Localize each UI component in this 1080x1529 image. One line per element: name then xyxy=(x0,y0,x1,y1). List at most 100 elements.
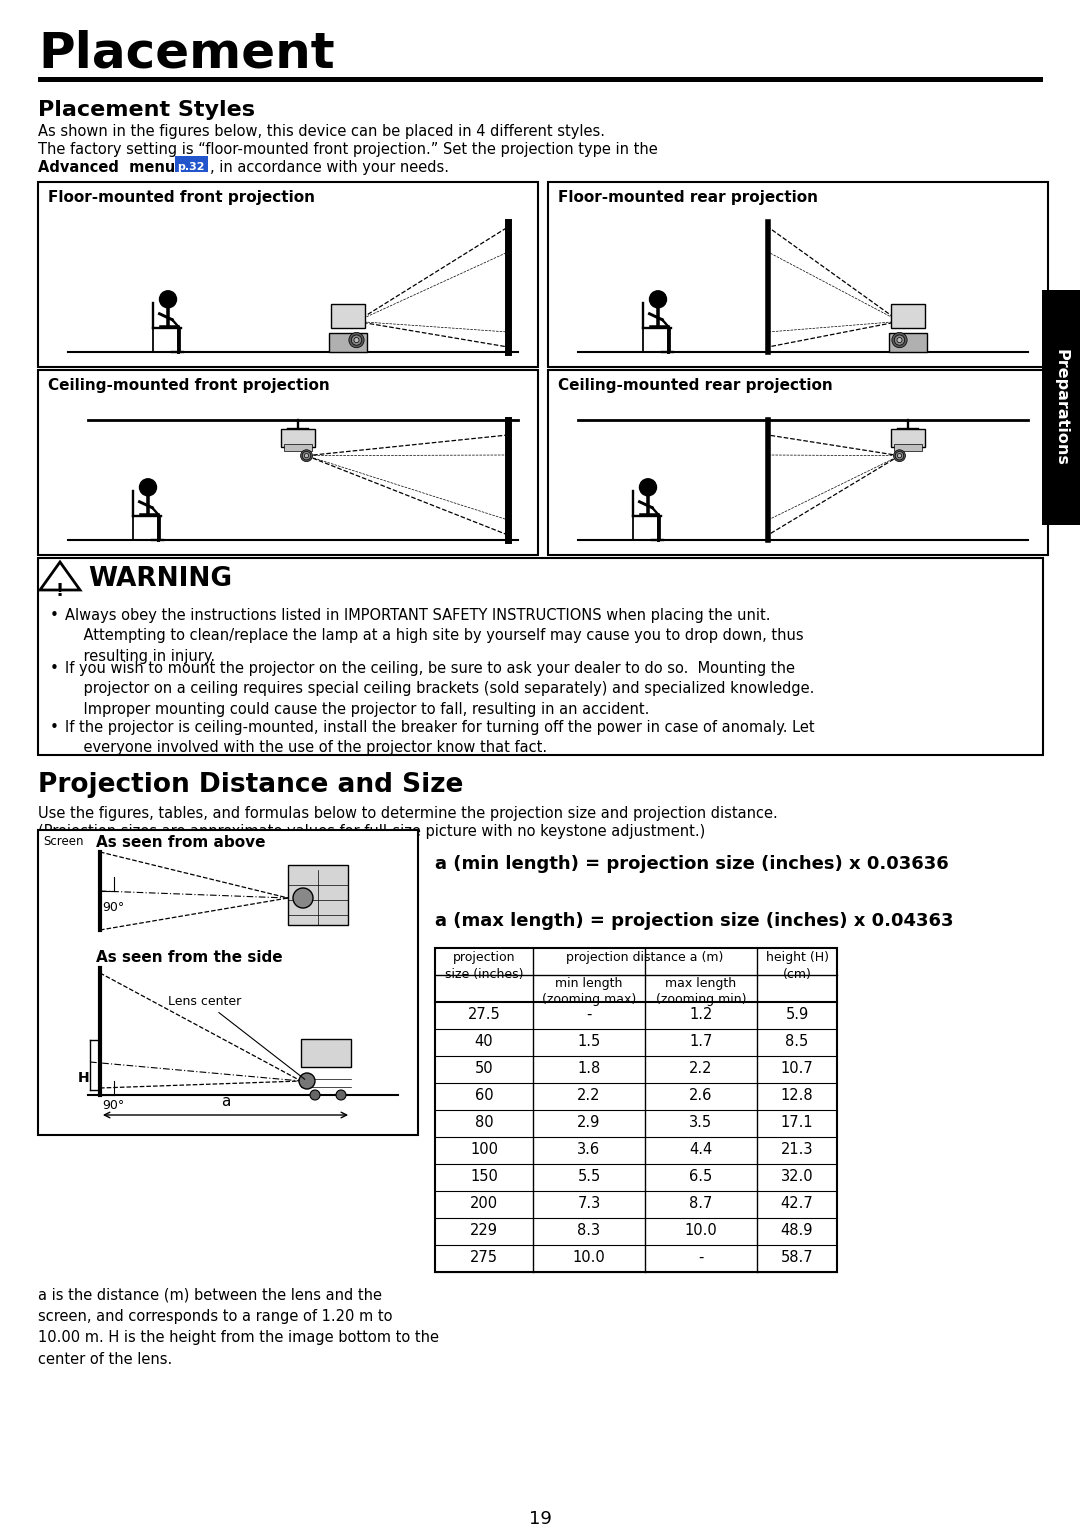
Text: 8.3: 8.3 xyxy=(578,1223,600,1238)
Text: 80: 80 xyxy=(475,1115,494,1130)
Text: 10.0: 10.0 xyxy=(685,1223,717,1238)
Circle shape xyxy=(892,332,907,347)
Text: !: ! xyxy=(56,583,64,599)
Bar xyxy=(889,333,927,352)
Text: The factory setting is “floor-mounted front projection.” Set the projection type: The factory setting is “floor-mounted fr… xyxy=(38,142,658,157)
Text: Always obey the instructions listed in IMPORTANT SAFETY INSTRUCTIONS when placin: Always obey the instructions listed in I… xyxy=(65,609,804,664)
Bar xyxy=(301,1040,351,1067)
Circle shape xyxy=(351,335,362,346)
Bar xyxy=(38,76,1043,83)
Bar xyxy=(38,558,1043,755)
Text: •: • xyxy=(50,720,59,735)
Text: 6.5: 6.5 xyxy=(689,1170,713,1183)
Text: WARNING: WARNING xyxy=(87,566,232,592)
Circle shape xyxy=(139,479,157,495)
Text: 1.8: 1.8 xyxy=(578,1061,600,1076)
Circle shape xyxy=(160,291,176,307)
Text: height (H)
(cm): height (H) (cm) xyxy=(766,951,828,982)
Text: 4.4: 4.4 xyxy=(689,1142,713,1157)
Text: 10.0: 10.0 xyxy=(572,1251,606,1264)
Text: As seen from above: As seen from above xyxy=(96,835,266,850)
Text: 21.3: 21.3 xyxy=(781,1142,813,1157)
Bar xyxy=(329,333,367,352)
Text: 90°: 90° xyxy=(102,1099,124,1112)
Circle shape xyxy=(349,332,364,347)
Text: -: - xyxy=(586,1008,592,1021)
Bar xyxy=(175,156,208,171)
Bar xyxy=(281,428,315,446)
Text: 100: 100 xyxy=(470,1142,498,1157)
Text: 2.2: 2.2 xyxy=(577,1089,600,1102)
Text: 90°: 90° xyxy=(102,901,124,914)
Text: , in accordance with your needs.: , in accordance with your needs. xyxy=(210,161,449,174)
Bar xyxy=(548,370,1048,555)
Text: Use the figures, tables, and formulas below to determine the projection size and: Use the figures, tables, and formulas be… xyxy=(38,806,778,821)
Text: 5.9: 5.9 xyxy=(785,1008,809,1021)
Text: Placement: Placement xyxy=(38,31,335,78)
Text: a (max length) = projection size (inches) x 0.04363: a (max length) = projection size (inches… xyxy=(435,911,954,930)
Circle shape xyxy=(302,451,311,460)
Bar xyxy=(891,304,924,329)
Text: 8.7: 8.7 xyxy=(689,1196,713,1211)
Text: •: • xyxy=(50,609,59,622)
Bar xyxy=(1042,291,1080,524)
Text: 42.7: 42.7 xyxy=(781,1196,813,1211)
Text: 1.2: 1.2 xyxy=(689,1008,713,1021)
Text: 40: 40 xyxy=(475,1034,494,1049)
Text: Floor-mounted front projection: Floor-mounted front projection xyxy=(48,190,315,205)
Text: 3.6: 3.6 xyxy=(578,1142,600,1157)
Bar xyxy=(288,865,348,925)
Circle shape xyxy=(649,291,666,307)
Text: Lens center: Lens center xyxy=(168,995,305,1079)
Text: a (min length) = projection size (inches) x 0.03636: a (min length) = projection size (inches… xyxy=(435,855,948,873)
Text: Ceiling-mounted front projection: Ceiling-mounted front projection xyxy=(48,378,329,393)
Bar xyxy=(891,428,924,446)
Text: H: H xyxy=(78,1070,90,1086)
Text: 10.7: 10.7 xyxy=(781,1061,813,1076)
Text: min length
(zooming max): min length (zooming max) xyxy=(542,977,636,1006)
Circle shape xyxy=(897,454,902,457)
Text: 2.6: 2.6 xyxy=(689,1089,713,1102)
Text: 32.0: 32.0 xyxy=(781,1170,813,1183)
Polygon shape xyxy=(40,563,80,590)
Circle shape xyxy=(310,1090,320,1099)
Text: p.32: p.32 xyxy=(177,162,205,171)
Text: If the projector is ceiling-mounted, install the breaker for turning off the pow: If the projector is ceiling-mounted, ins… xyxy=(65,720,814,755)
Bar xyxy=(38,182,538,367)
Text: 60: 60 xyxy=(475,1089,494,1102)
Text: 48.9: 48.9 xyxy=(781,1223,813,1238)
Text: 275: 275 xyxy=(470,1251,498,1264)
Text: max length
(zooming min): max length (zooming min) xyxy=(656,977,746,1006)
Text: -: - xyxy=(699,1251,704,1264)
Text: 50: 50 xyxy=(475,1061,494,1076)
Text: Preparations: Preparations xyxy=(1053,349,1068,466)
Text: Floor-mounted rear projection: Floor-mounted rear projection xyxy=(558,190,818,205)
Circle shape xyxy=(897,338,902,342)
Text: a: a xyxy=(220,1095,230,1109)
Text: 200: 200 xyxy=(470,1196,498,1211)
Text: 1.5: 1.5 xyxy=(578,1034,600,1049)
Bar xyxy=(548,182,1048,367)
Circle shape xyxy=(299,1073,315,1089)
Circle shape xyxy=(305,454,309,457)
Text: 3.5: 3.5 xyxy=(689,1115,713,1130)
Text: 5.5: 5.5 xyxy=(578,1170,600,1183)
Circle shape xyxy=(893,450,905,462)
Text: 2.2: 2.2 xyxy=(689,1061,713,1076)
Text: a is the distance (m) between the lens and the
screen, and corresponds to a rang: a is the distance (m) between the lens a… xyxy=(38,1287,438,1367)
Text: 12.8: 12.8 xyxy=(781,1089,813,1102)
Text: (Projection sizes are approximate values for full-size picture with no keystone : (Projection sizes are approximate values… xyxy=(38,824,705,839)
Text: 2.9: 2.9 xyxy=(578,1115,600,1130)
Circle shape xyxy=(894,335,905,346)
Text: projection
size (inches): projection size (inches) xyxy=(445,951,523,982)
Text: 27.5: 27.5 xyxy=(468,1008,500,1021)
Bar xyxy=(38,370,538,555)
Text: 19: 19 xyxy=(528,1511,552,1527)
Text: 8.5: 8.5 xyxy=(785,1034,809,1049)
Text: 1.7: 1.7 xyxy=(689,1034,713,1049)
Bar xyxy=(284,443,312,451)
Text: If you wish to mount the projector on the ceiling, be sure to ask your dealer to: If you wish to mount the projector on th… xyxy=(65,661,814,717)
Circle shape xyxy=(639,479,657,495)
Bar xyxy=(330,304,365,329)
Text: projection distance a (m): projection distance a (m) xyxy=(566,951,724,963)
